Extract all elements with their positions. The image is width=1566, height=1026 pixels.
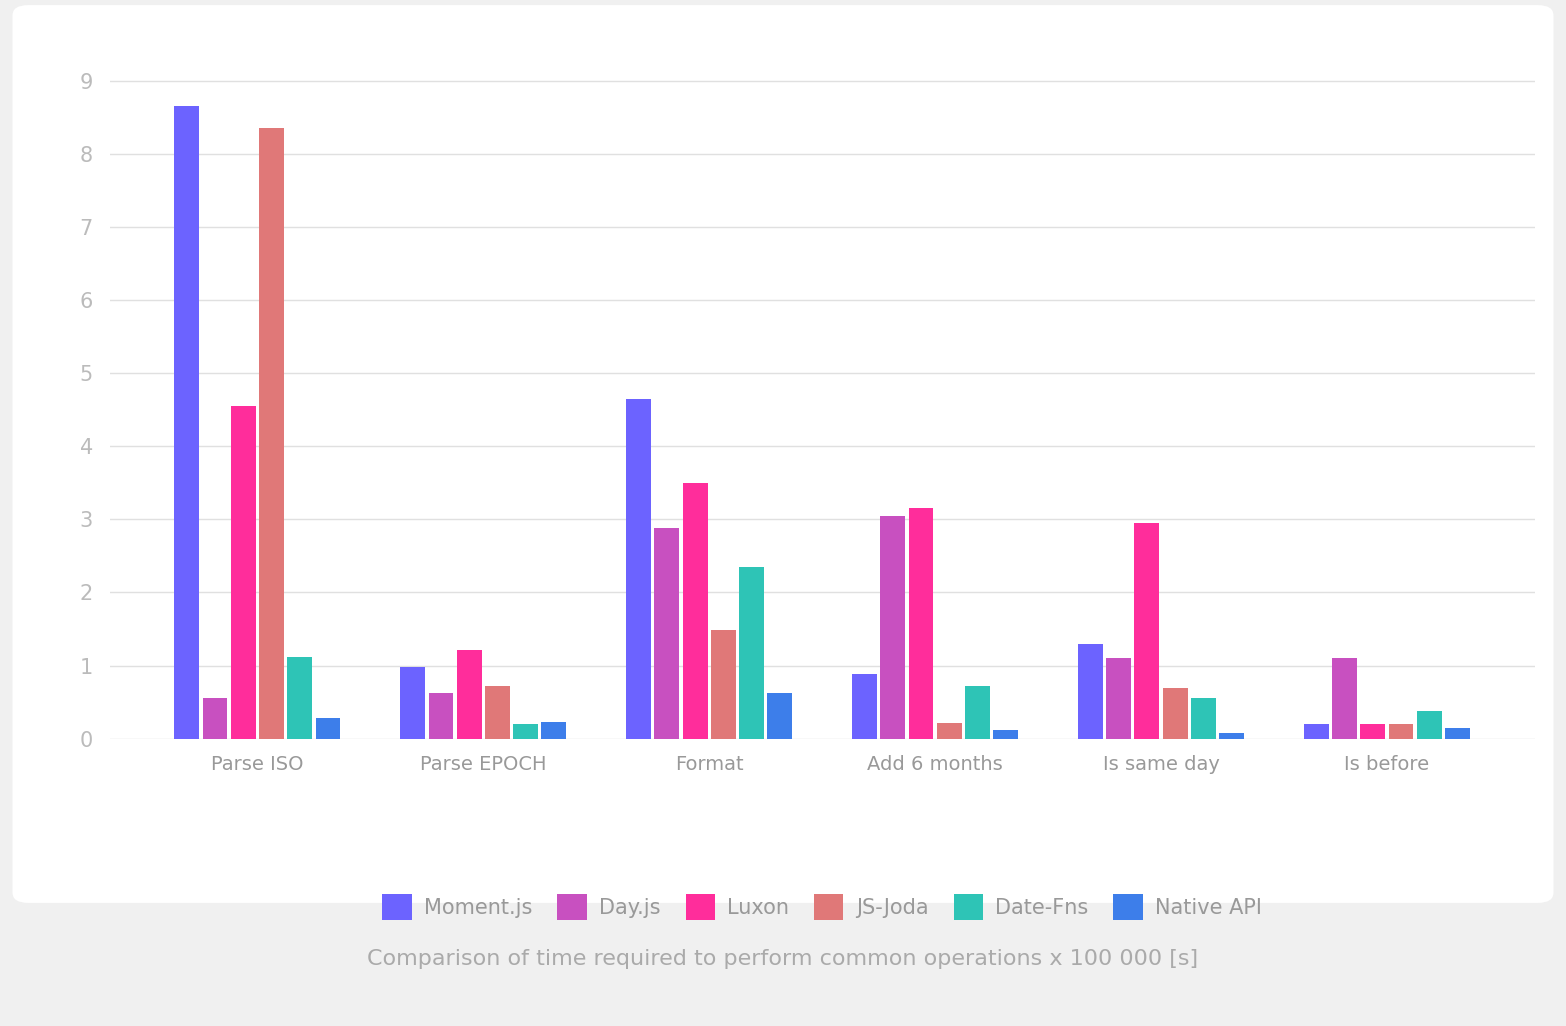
Bar	[1134, 523, 1159, 739]
Bar	[174, 106, 199, 739]
Bar	[1361, 724, 1386, 739]
Bar	[457, 649, 482, 739]
Bar	[655, 528, 680, 739]
Bar	[485, 686, 511, 739]
Bar	[1445, 727, 1470, 739]
Bar	[993, 729, 1018, 739]
Legend: Moment.js, Day.js, Luxon, JS-Joda, Date-Fns, Native API: Moment.js, Day.js, Luxon, JS-Joda, Date-…	[371, 883, 1273, 931]
Bar	[542, 722, 567, 739]
Bar	[429, 694, 454, 739]
Bar	[1304, 724, 1328, 739]
Bar	[767, 693, 792, 739]
Bar	[936, 722, 962, 739]
Bar	[965, 686, 990, 739]
Text: Comparison of time required to perform common operations x 100 000 [s]: Comparison of time required to perform c…	[368, 949, 1198, 970]
Bar	[739, 566, 764, 739]
Bar	[1190, 699, 1215, 739]
Bar	[626, 399, 651, 739]
Bar	[711, 631, 736, 739]
Bar	[202, 699, 227, 739]
Bar	[1417, 711, 1442, 739]
Bar	[1077, 643, 1102, 739]
Bar	[1389, 724, 1414, 739]
Bar	[401, 667, 424, 739]
Bar	[1106, 659, 1131, 739]
Bar	[316, 718, 340, 739]
Bar	[514, 724, 539, 739]
Bar	[683, 483, 708, 739]
Bar	[1333, 659, 1358, 739]
Bar	[908, 508, 933, 739]
Bar	[230, 406, 255, 739]
Bar	[1220, 733, 1243, 739]
Bar	[258, 128, 283, 739]
Bar	[880, 516, 905, 739]
Bar	[852, 674, 877, 739]
Bar	[287, 657, 312, 739]
Bar	[1162, 687, 1187, 739]
